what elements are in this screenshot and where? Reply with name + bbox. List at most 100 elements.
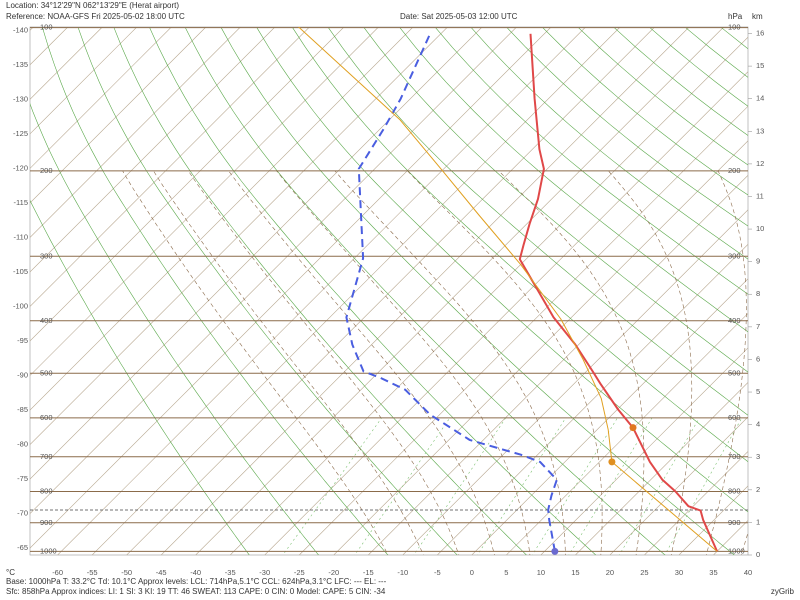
dry-adiabat [30, 199, 250, 555]
level-marker [629, 424, 637, 432]
y2-tick-label: 7 [756, 322, 760, 331]
isotherm [30, 27, 345, 342]
isotherm [91, 27, 621, 555]
isotherm-label: -130 [13, 94, 28, 103]
isotherm [30, 27, 172, 169]
y-tick-label: 200 [40, 166, 53, 175]
y2-tick-label: 4 [756, 420, 760, 429]
y-tick-label: 700 [40, 452, 53, 461]
y2-tick-label: 12 [756, 159, 764, 168]
isotherm-label: -95 [17, 336, 28, 345]
dry-adiabat [113, 27, 527, 555]
dry-adiabat [793, 28, 800, 565]
isotherm [30, 27, 138, 135]
x-tick-label: -55 [87, 568, 98, 577]
isotherm [160, 27, 690, 555]
moist-adiabat [498, 170, 645, 555]
isotherm [30, 27, 517, 515]
y2-tick-label: 1 [756, 517, 760, 526]
dry-adiabat [256, 27, 748, 513]
mixing-ratio [618, 417, 700, 555]
isotherm [57, 27, 586, 555]
x-tick-label: 15 [571, 568, 579, 577]
x-tick-label: 10 [537, 568, 545, 577]
isotherm [506, 312, 748, 555]
x-tick-label: 30 [675, 568, 683, 577]
x-tick-label: 5 [504, 568, 508, 577]
isotherm [30, 27, 552, 549]
isotherm-label: -100 [13, 301, 28, 310]
y2-tick-label: 2 [756, 485, 760, 494]
dry-adiabat [471, 27, 748, 260]
isotherm [437, 243, 748, 555]
isotherm [30, 27, 276, 273]
isotherm [368, 174, 748, 555]
y2-tick-label: 14 [756, 94, 764, 103]
background-lines [30, 27, 800, 565]
isotherm-label: -70 [17, 509, 28, 518]
dry-adiabat [757, 28, 800, 565]
isotherm-label: -115 [14, 198, 28, 207]
isotherm [609, 416, 748, 555]
y-tick-label: 800 [40, 486, 53, 495]
isotherm [575, 381, 748, 555]
plot-area [29, 26, 749, 556]
mixing-ratio [282, 417, 382, 555]
isotherm [30, 27, 207, 204]
y2-tick-label: 0 [756, 550, 760, 559]
dry-adiabat [149, 27, 597, 555]
y-tick-label: 900 [728, 518, 741, 527]
dry-adiabat [220, 27, 735, 555]
isotherm-label: -80 [17, 440, 28, 449]
isotherm-label: -75 [17, 474, 28, 483]
y-tick-label: 1000 [40, 546, 57, 555]
isotherm-label: -120 [13, 163, 28, 172]
y-tick-label: 400 [40, 316, 53, 325]
mixing-ratio [568, 417, 653, 555]
isotherm [299, 105, 748, 555]
y2-tick-label: 3 [756, 452, 760, 461]
y-tick-label: 300 [40, 251, 53, 260]
isotherm [402, 209, 748, 555]
dry-adiabat [506, 27, 748, 227]
reference: Reference: NOAA-GFS Fri 2025-05-02 18:00… [6, 12, 185, 21]
x-tick-label: -10 [397, 568, 408, 577]
y-tick-label: 500 [728, 368, 741, 377]
moist-adiabat [188, 170, 460, 555]
isotherm-label: -140 [13, 25, 28, 34]
isotherm [195, 27, 724, 555]
date: Date: Sat 2025-05-03 12:00 UTC [400, 12, 518, 21]
y-tick-label: 700 [728, 452, 741, 461]
dry-adiabat [435, 27, 748, 295]
profiles [297, 27, 719, 552]
mixing-ratio [531, 417, 618, 555]
x-tick-label: 20 [606, 568, 614, 577]
x-tick-label: 35 [709, 568, 717, 577]
footer-line: Base: 1000hPa T: 33.2°C Td: 10.1°C Appro… [6, 577, 387, 586]
dry-adiabat [77, 27, 458, 555]
isotherm [333, 140, 748, 555]
y2-tick-label: 11 [756, 191, 764, 200]
y2-unit: km [752, 12, 763, 21]
x-tick-label: -25 [294, 568, 305, 577]
x-unit: °C [6, 568, 15, 577]
isotherm [471, 278, 748, 555]
isotherm [30, 27, 241, 238]
isotherm-label: -135 [13, 60, 28, 69]
y-tick-label: 600 [40, 413, 53, 422]
isotherm-label: -85 [17, 405, 28, 414]
moist-adiabat [228, 170, 495, 555]
isotherm [264, 71, 748, 555]
isotherm [30, 27, 414, 411]
y2-tick-label: 15 [756, 61, 764, 70]
x-tick-label: -60 [52, 568, 63, 577]
moist-adiabat [407, 170, 603, 555]
isotherm-label: -105 [13, 267, 28, 276]
x-tick-label: -35 [225, 568, 236, 577]
y2-tick-label: 16 [756, 29, 764, 38]
isotherm-label: -125 [13, 129, 28, 138]
x-tick-label: -40 [190, 568, 201, 577]
y-unit: hPa [728, 12, 743, 21]
y-tick-label: 800 [728, 486, 741, 495]
